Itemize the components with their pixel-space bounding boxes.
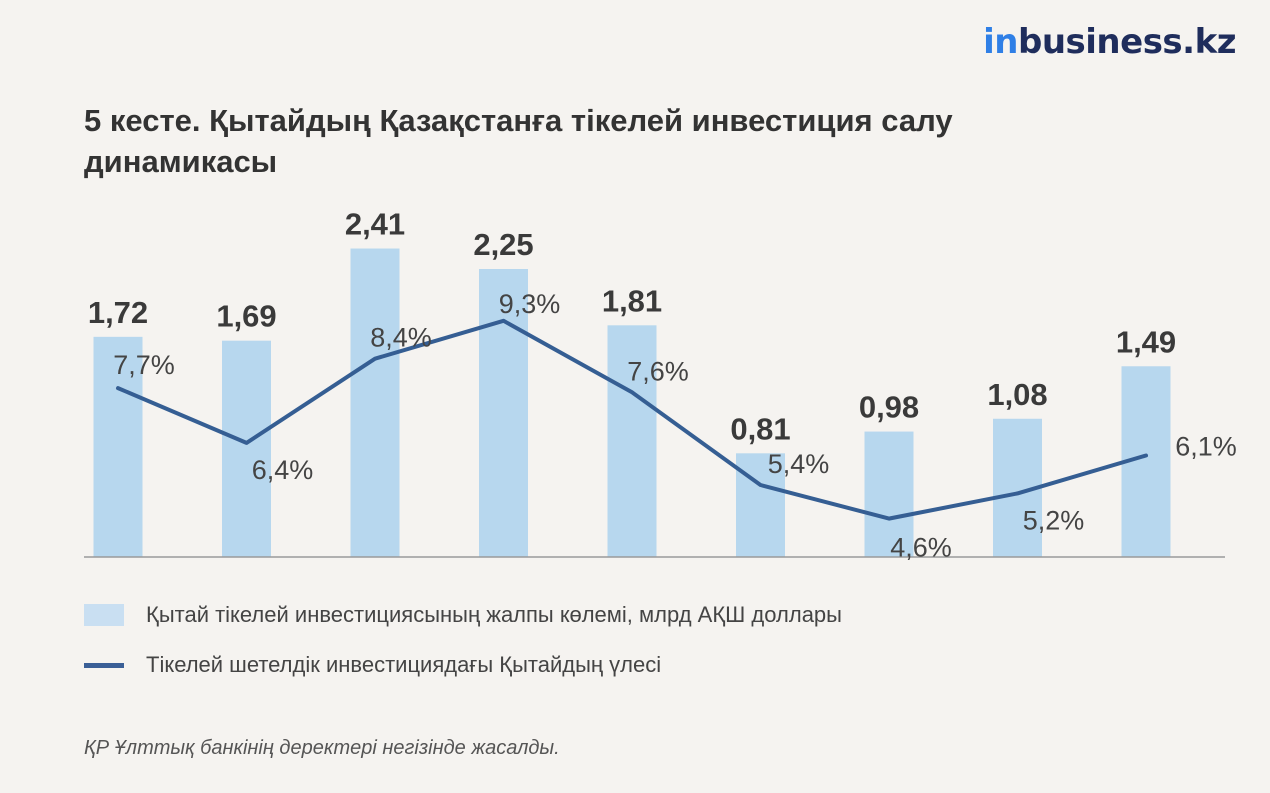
line-value-label: 5,2% bbox=[1023, 505, 1085, 535]
bar-value-label: 1,72 bbox=[88, 295, 148, 330]
line-value-label: 6,1% bbox=[1175, 431, 1237, 461]
source-note: ҚР Ұлттық банкінің деректері негізінде ж… bbox=[84, 737, 560, 759]
legend-swatch-bar bbox=[84, 604, 124, 626]
bar-value-label: 1,81 bbox=[602, 283, 662, 318]
chart-title: 5 кесте. Қытайдың Қазақстанға тікелей ин… bbox=[84, 103, 953, 179]
bar bbox=[222, 340, 271, 557]
bar-value-label: 2,41 bbox=[345, 207, 405, 242]
legend-swatch-line bbox=[84, 662, 124, 668]
chart-legend: Қытай тікелей инвестициясының жалпы көле… bbox=[84, 590, 842, 690]
bar-value-label: 1,49 bbox=[1116, 324, 1176, 359]
brand-logo[interactable]: inbusiness.kz bbox=[983, 22, 1236, 62]
bar-value-label: 0,98 bbox=[859, 390, 919, 425]
legend-item-bars: Қытай тікелей инвестициясының жалпы көле… bbox=[84, 590, 842, 640]
line-value-label: 8,4% bbox=[370, 323, 432, 353]
bar bbox=[864, 431, 914, 557]
bar-value-label: 1,69 bbox=[216, 299, 276, 334]
bar-value-label: 0,81 bbox=[730, 411, 790, 446]
line-value-label: 4,6% bbox=[890, 533, 952, 563]
legend-item-line: Тікелей шетелдік инвестициядағы Қытайдың… bbox=[84, 640, 842, 690]
line-value-label: 9,3% bbox=[499, 289, 561, 319]
legend-label-line: Тікелей шетелдік инвестициядағы Қытайдың… bbox=[146, 652, 662, 677]
bar bbox=[607, 325, 657, 557]
line-value-label: 6,4% bbox=[252, 455, 314, 485]
line-labels-group: 7,7% 6,4% 8,4% 9,3% 7,6% 5,4% 4,6% 5,2% 6,1% bbox=[113, 289, 1237, 563]
line-value-label: 5,4% bbox=[768, 449, 830, 479]
bar bbox=[93, 336, 143, 557]
line-value-label: 7,7% bbox=[113, 350, 175, 380]
logo-part-in: in bbox=[983, 22, 1018, 62]
bar-value-label: 2,25 bbox=[473, 227, 533, 262]
share-line bbox=[116, 318, 1148, 521]
bars-group bbox=[93, 248, 1171, 557]
bar bbox=[350, 248, 400, 557]
bar-labels-group: 1,72 1,69 2,41 2,25 1,81 0,81 0,98 1,08 1,49 bbox=[88, 207, 1176, 447]
line-value-label: 7,6% bbox=[627, 356, 689, 386]
legend-label-bars: Қытай тікелей инвестициясының жалпы көле… bbox=[146, 602, 842, 627]
bar-value-label: 1,08 bbox=[987, 377, 1047, 412]
bar bbox=[736, 453, 785, 557]
logo-part-business: business.kz bbox=[1018, 22, 1237, 62]
bar bbox=[479, 269, 528, 557]
